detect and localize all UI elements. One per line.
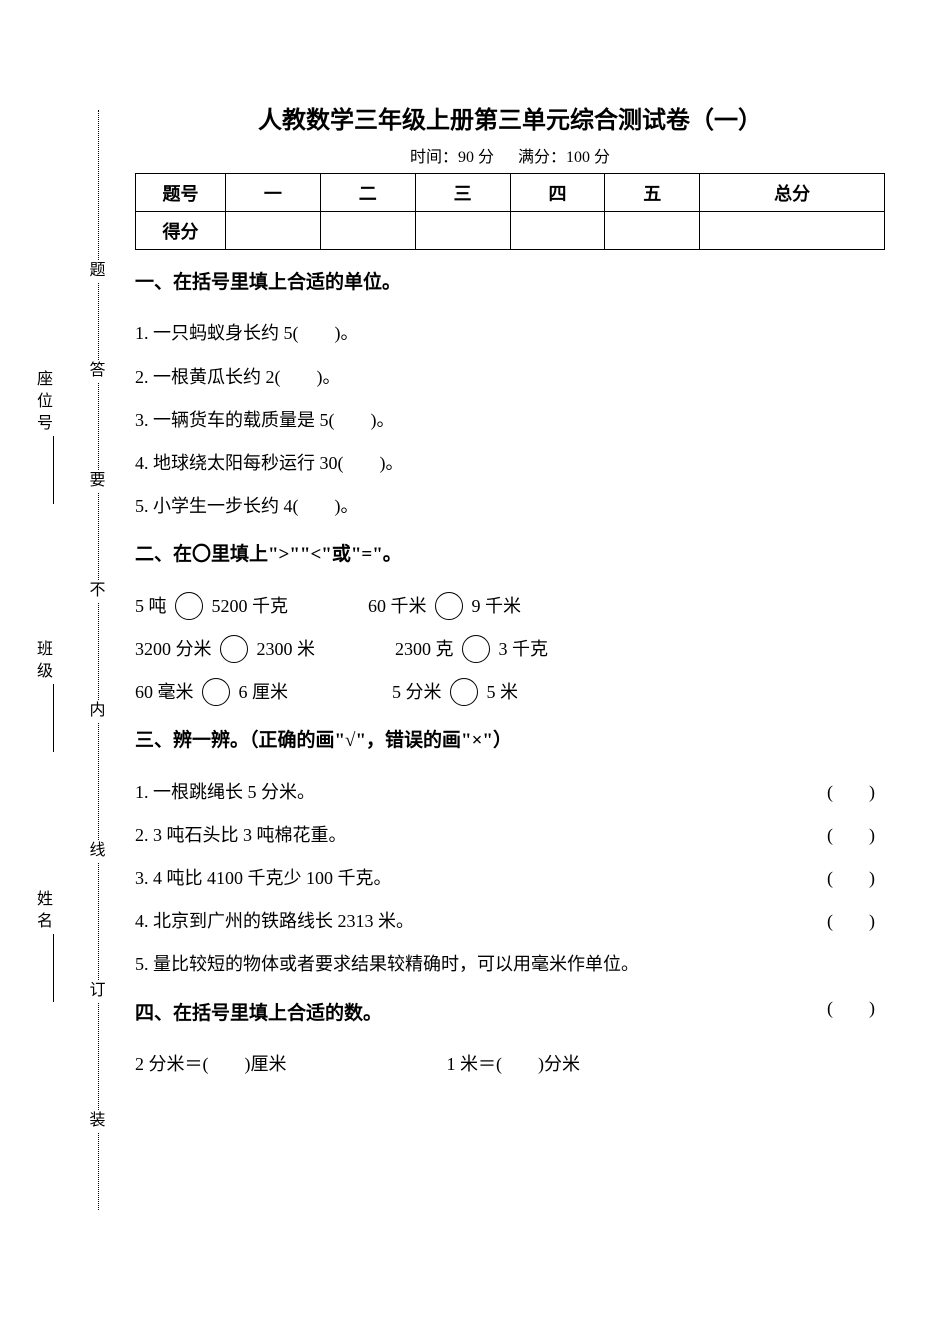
section2-title: 二、在〇里填上">""<"或"="。 [135,540,885,570]
compare-item: 5 吨 5200 千克 [135,585,288,628]
binding-char: 不 [89,580,105,602]
compare-circle[interactable] [202,678,230,706]
meta-time: 时间：90 分 [410,149,494,166]
score-cell[interactable] [226,212,321,250]
label-name-text: 姓名 [34,890,51,934]
left: 5 吨 [135,596,167,616]
score-cell[interactable] [700,212,885,250]
binding-char: 题 [89,260,105,282]
compare-circle[interactable] [175,592,203,620]
q-text: 1. 一根跳绳长 5 分米。 [135,782,315,802]
label-class: 班级 [30,640,54,752]
label-seat: 座位号 [30,370,54,504]
answer-paren[interactable]: ( ) [827,987,875,1030]
score-cell[interactable] [320,212,415,250]
underline [48,436,54,504]
right: 3 千克 [499,639,549,659]
right: 9 千米 [472,596,522,616]
q-text: 4. 北京到广州的铁路线长 2313 米。 [135,911,414,931]
exam-meta: 时间：90 分 满分：100 分 [135,143,885,167]
left: 3200 分米 [135,639,212,659]
right: 5 米 [487,682,519,702]
col: 总分 [700,174,885,212]
table-row: 题号 一 二 三 四 五 总分 [136,174,885,212]
section1-title: 一、在括号里填上合适的单位。 [135,268,885,298]
compare-item: 60 毫米 6 厘米 [135,671,288,714]
q-text: 5. 量比较短的物体或者要求结果较精确时，可以用毫米作单位。 [135,954,639,974]
s1-q3: 3. 一辆货车的载质量是 5( )。 [135,399,885,442]
col: 一 [226,174,321,212]
s3-q2: 2. 3 吨石头比 3 吨棉花重。 ( ) [135,814,885,857]
answer-paren[interactable]: ( ) [827,900,875,943]
right: 6 厘米 [239,682,289,702]
s1-q4: 4. 地球绕太阳每秒运行 30( )。 [135,442,885,485]
s1-q1: 1. 一只蚂蚁身长约 5( )。 [135,312,885,355]
right: 5200 千克 [212,596,289,616]
score-table: 题号 一 二 三 四 五 总分 得分 [135,173,885,250]
binding-strip: 装 订 线 内 不 要 答 题 [70,110,125,1210]
s1-q2: 2. 一根黄瓜长约 2( )。 [135,356,885,399]
left: 60 毫米 [135,682,194,702]
compare-item: 2300 克 3 千克 [395,628,548,671]
col: 五 [605,174,700,212]
s2-row2: 3200 分米 2300 米 2300 克 3 千克 [135,628,885,671]
q-text: 3. 4 吨比 4100 千克少 100 千克。 [135,868,392,888]
binding-char: 装 [89,1110,105,1132]
compare-circle[interactable] [220,635,248,663]
score-cell[interactable] [510,212,605,250]
meta-full: 满分：100 分 [518,149,610,166]
score-cell[interactable] [415,212,510,250]
s4-row1: 2 分米＝( )厘米 1 米＝( )分米 [135,1043,885,1086]
page-title: 人教数学三年级上册第三单元综合测试卷（一） [135,100,885,135]
hdr-label: 题号 [136,174,226,212]
binding-char: 要 [89,470,105,492]
underline [48,684,54,752]
compare-item: 5 分米 5 米 [392,671,518,714]
label-seat-text: 座位号 [34,370,51,436]
left: 60 千米 [368,596,427,616]
s3-q3: 3. 4 吨比 4100 千克少 100 千克。 ( ) [135,857,885,900]
left: 2300 克 [395,639,454,659]
score-label: 得分 [136,212,226,250]
page-content: 人教数学三年级上册第三单元综合测试卷（一） 时间：90 分 满分：100 分 题… [135,100,885,1086]
s3-q1: 1. 一根跳绳长 5 分米。 ( ) [135,771,885,814]
answer-paren[interactable]: ( ) [827,857,875,900]
col: 三 [415,174,510,212]
compare-item: 60 千米 9 千米 [368,585,521,628]
s2-row3: 60 毫米 6 厘米 5 分米 5 米 [135,671,885,714]
score-cell[interactable] [605,212,700,250]
answer-paren[interactable]: ( ) [827,771,875,814]
col: 四 [510,174,605,212]
binding-char: 答 [89,360,105,382]
compare-circle[interactable] [450,678,478,706]
section3-title: 三、辨一辨。（正确的画"√"，错误的画"×"） [135,726,885,756]
binding-char: 内 [89,700,105,722]
s2-row1: 5 吨 5200 千克 60 千米 9 千米 [135,585,885,628]
s3-q5: 5. 量比较短的物体或者要求结果较精确时，可以用毫米作单位。 [135,943,885,986]
label-name: 姓名 [30,890,54,1002]
table-row: 得分 [136,212,885,250]
compare-circle[interactable] [462,635,490,663]
q-text: 2. 3 吨石头比 3 吨棉花重。 [135,825,347,845]
fill-item: 2 分米＝( )厘米 [135,1043,287,1086]
binding-char: 订 [89,980,105,1002]
underline [48,934,54,1002]
label-class-text: 班级 [34,640,51,684]
s1-q5: 5. 小学生一步长约 4( )。 [135,485,885,528]
section4-title: 四、在括号里填上合适的数。 [135,999,885,1029]
right: 2300 米 [257,639,316,659]
binding-char: 线 [89,840,105,862]
compare-item: 3200 分米 2300 米 [135,628,315,671]
left: 5 分米 [392,682,442,702]
s3-q4: 4. 北京到广州的铁路线长 2313 米。 ( ) [135,900,885,943]
compare-circle[interactable] [435,592,463,620]
col: 二 [320,174,415,212]
fill-item: 1 米＝( )分米 [447,1043,581,1086]
answer-paren[interactable]: ( ) [827,814,875,857]
